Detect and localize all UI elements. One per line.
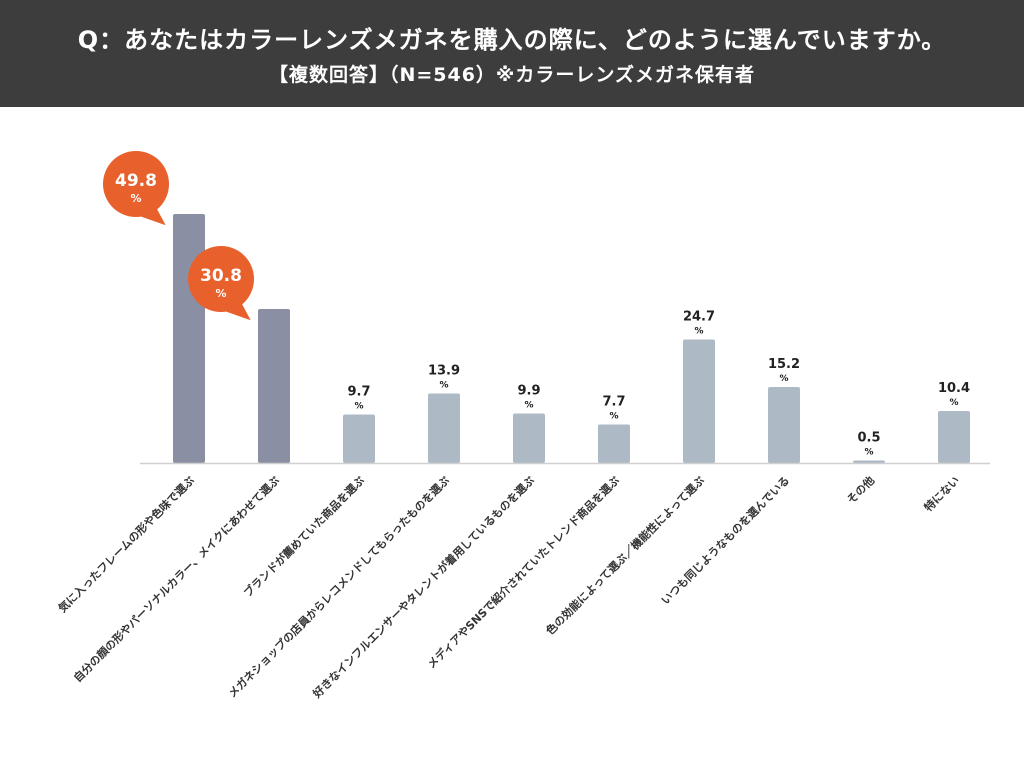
category-label: その他: [844, 473, 877, 506]
category-label: 色の効能によって選ぶ／機能性によって選ぶ: [543, 473, 707, 637]
bar: [428, 393, 460, 463]
data-label: 13.9: [428, 364, 460, 379]
data-label-percent: %: [949, 398, 958, 408]
data-label: 9.7: [347, 385, 370, 400]
category-label: メディアやSNSで紹介されていたトレンド商品を選ぶ: [424, 473, 622, 671]
bar: [513, 413, 545, 463]
category-label: 特にない: [921, 473, 962, 514]
data-label-percent: %: [779, 374, 788, 384]
value-callout-bubble: 30.8%: [188, 246, 254, 321]
bar: [598, 424, 630, 463]
category-label: 自分の顔の形やパーソナルカラー、メイクにあわせて選ぶ: [70, 473, 282, 685]
bar: [683, 339, 715, 463]
value-callout-bubble: 49.8%: [103, 151, 169, 226]
bar: [853, 460, 885, 463]
data-label-percent: %: [354, 402, 363, 412]
data-label: 24.7: [683, 310, 715, 325]
callout-tail: [137, 203, 166, 226]
data-label-percent: %: [215, 287, 226, 300]
data-label-percent: %: [694, 327, 703, 337]
data-label: 30.8: [200, 266, 242, 286]
bar: [768, 387, 800, 463]
data-label: 49.8: [115, 171, 157, 191]
data-label: 7.7: [602, 395, 625, 410]
data-label: 9.9: [517, 384, 540, 399]
bar: [173, 214, 205, 463]
category-label: 気に入ったフレームの形や色味で選ぶ: [55, 473, 197, 615]
bar: [258, 309, 290, 463]
data-label-percent: %: [864, 448, 873, 458]
data-label-percent: %: [439, 381, 448, 391]
data-label-percent: %: [130, 192, 141, 205]
callout-circle: [188, 246, 254, 312]
question-title: Q：あなたはカラーレンズメガネを購入の際に、どのように選んでいますか。: [77, 26, 947, 54]
bar: [938, 411, 970, 463]
bar: [343, 414, 375, 463]
callout-circle: [103, 151, 169, 217]
question-subtitle: 【複数回答】（N=546）※カラーレンズメガネ保有者: [268, 64, 756, 86]
data-label: 10.4: [938, 381, 970, 396]
data-label-percent: %: [524, 401, 533, 411]
data-label: 15.2: [768, 357, 800, 372]
header-bar: Q：あなたはカラーレンズメガネを購入の際に、どのように選んでいますか。 【複数回…: [0, 0, 1024, 107]
data-label: 0.5: [857, 431, 880, 446]
callout-tail: [222, 298, 251, 321]
data-label-percent: %: [609, 412, 618, 422]
